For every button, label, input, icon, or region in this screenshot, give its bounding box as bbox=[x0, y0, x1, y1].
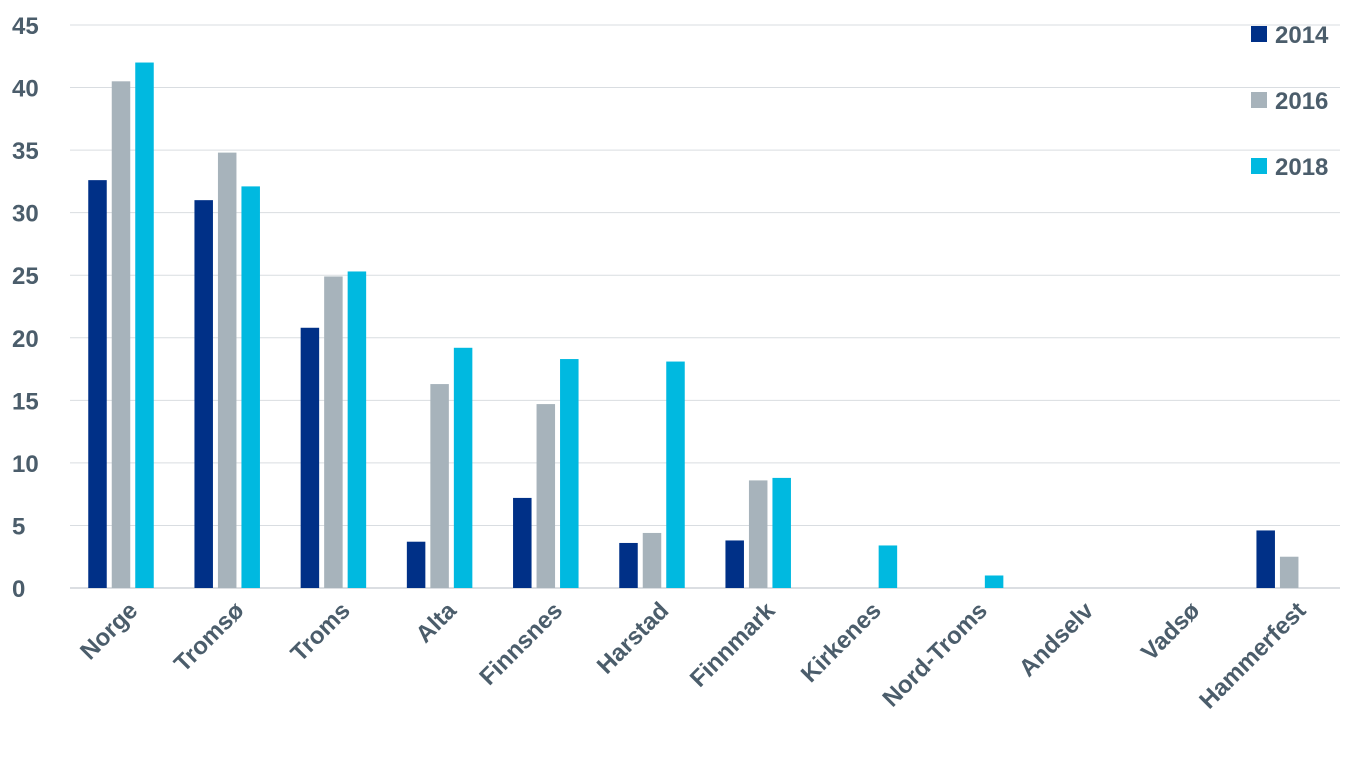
category-label: Finnmark bbox=[685, 597, 781, 693]
bar-2014-0 bbox=[88, 180, 107, 589]
bar-2016-6 bbox=[748, 480, 768, 588]
y-tick-label: 5 bbox=[12, 513, 25, 540]
y-tick-label: 45 bbox=[12, 13, 39, 40]
legend-swatch bbox=[1251, 92, 1267, 108]
category-label: Norge bbox=[75, 597, 143, 665]
y-tick-label: 30 bbox=[12, 201, 39, 228]
category-label: Vadsø bbox=[1136, 597, 1205, 666]
category-label: Troms bbox=[286, 597, 356, 667]
bar-2016-1 bbox=[217, 152, 237, 588]
category-label: Andselv bbox=[1014, 597, 1100, 683]
category-label: Kirkenes bbox=[796, 597, 887, 688]
y-tick-label: 25 bbox=[12, 263, 39, 290]
bar-2018-1 bbox=[241, 186, 260, 589]
bar-2014-4 bbox=[513, 497, 532, 588]
category-label: Alta bbox=[411, 597, 463, 649]
bar-2014-2 bbox=[300, 327, 320, 588]
bar-2014-5 bbox=[619, 542, 638, 588]
legend-label: 2016 bbox=[1275, 88, 1328, 115]
bar-2016-3 bbox=[430, 384, 449, 588]
category-label: Tromsø bbox=[169, 597, 250, 678]
gridlines bbox=[70, 24, 1340, 589]
bar-2016-0 bbox=[111, 81, 131, 589]
bar-2014-1 bbox=[194, 200, 213, 588]
bar-2018-8 bbox=[984, 575, 1004, 588]
x-axis-category-labels: Norge Tromsø Troms Alta Finnsnes Harstad Finnm… bbox=[75, 597, 1311, 715]
bar-2018-6 bbox=[772, 477, 791, 588]
bar-2018-5 bbox=[666, 361, 685, 588]
bar-2016-11 bbox=[1279, 556, 1299, 588]
bar-2018-4 bbox=[560, 359, 579, 588]
bar-2018-7 bbox=[878, 545, 898, 588]
bar-2016-2 bbox=[324, 276, 343, 588]
y-tick-label: 40 bbox=[12, 76, 39, 103]
category-label: Finnsnes bbox=[474, 597, 568, 691]
y-tick-label: 35 bbox=[12, 138, 39, 165]
bar-2014-3 bbox=[406, 541, 426, 588]
legend-swatch bbox=[1251, 158, 1267, 174]
legend-label: 2014 bbox=[1275, 22, 1329, 49]
y-tick-label: 10 bbox=[12, 451, 39, 478]
bar-2018-2 bbox=[347, 271, 367, 588]
bar-2014-11 bbox=[1256, 530, 1275, 588]
bar-2016-5 bbox=[642, 532, 662, 588]
bars bbox=[88, 62, 1299, 589]
category-label: Harstad bbox=[592, 597, 674, 679]
category-label: Nord-Troms bbox=[878, 597, 993, 712]
bar-2018-0 bbox=[135, 62, 154, 589]
category-label: Hammerfest bbox=[1194, 597, 1311, 714]
bar-2018-3 bbox=[453, 347, 473, 588]
bar-2014-6 bbox=[725, 540, 744, 588]
y-axis-tick-labels: 0 5 10 15 20 25 30 35 40 45 bbox=[12, 13, 39, 603]
y-tick-label: 20 bbox=[12, 326, 39, 353]
legend: 2014 2016 2018 bbox=[1251, 22, 1329, 181]
legend-label: 2018 bbox=[1275, 154, 1328, 181]
y-tick-label: 0 bbox=[12, 576, 25, 603]
y-tick-label: 15 bbox=[12, 388, 39, 415]
legend-swatch bbox=[1251, 26, 1267, 42]
bar-2016-4 bbox=[536, 404, 556, 588]
